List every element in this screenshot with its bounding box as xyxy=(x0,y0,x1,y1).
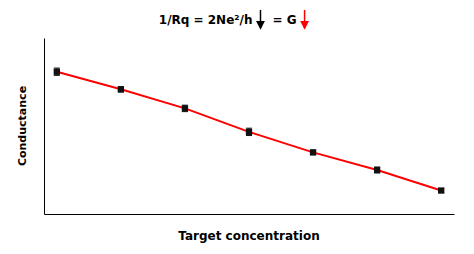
y-axis-title: Conductance xyxy=(16,86,29,166)
annotation: = G xyxy=(272,13,296,27)
marks xyxy=(54,68,445,194)
error-bar xyxy=(246,128,252,135)
x-axis-title: Target concentration xyxy=(178,229,319,243)
error-bar xyxy=(118,87,124,92)
error-bar-cap xyxy=(54,75,60,76)
y-axis xyxy=(44,39,45,215)
error-bar-cap xyxy=(54,68,60,69)
error-bar-cap xyxy=(246,128,252,129)
error-bar xyxy=(374,167,380,173)
error-bar xyxy=(182,105,188,111)
annotation-arrow xyxy=(260,10,262,28)
point xyxy=(246,129,252,135)
chart: Target concentration Conductance 1/Rq = 2N… xyxy=(0,0,474,254)
point xyxy=(374,167,380,173)
point xyxy=(54,69,60,75)
fit-line xyxy=(57,72,441,191)
error-bars xyxy=(54,68,444,192)
point xyxy=(310,149,316,155)
y-axis-line xyxy=(44,39,45,215)
plot: Target concentration Conductance xyxy=(16,39,455,244)
points xyxy=(54,69,445,194)
annotation: 1/Rq = 2Ne²/h xyxy=(159,13,253,27)
error-bar xyxy=(310,150,316,154)
x-axis-line xyxy=(45,214,455,215)
point xyxy=(438,187,444,193)
annotation-arrow xyxy=(304,10,306,28)
point xyxy=(182,105,188,111)
formula: 1/Rq = 2Ne²/h = G xyxy=(159,10,305,28)
point xyxy=(118,86,124,92)
error-bar xyxy=(54,68,60,75)
error-bar-cap xyxy=(246,135,252,136)
x-axis xyxy=(45,214,455,215)
